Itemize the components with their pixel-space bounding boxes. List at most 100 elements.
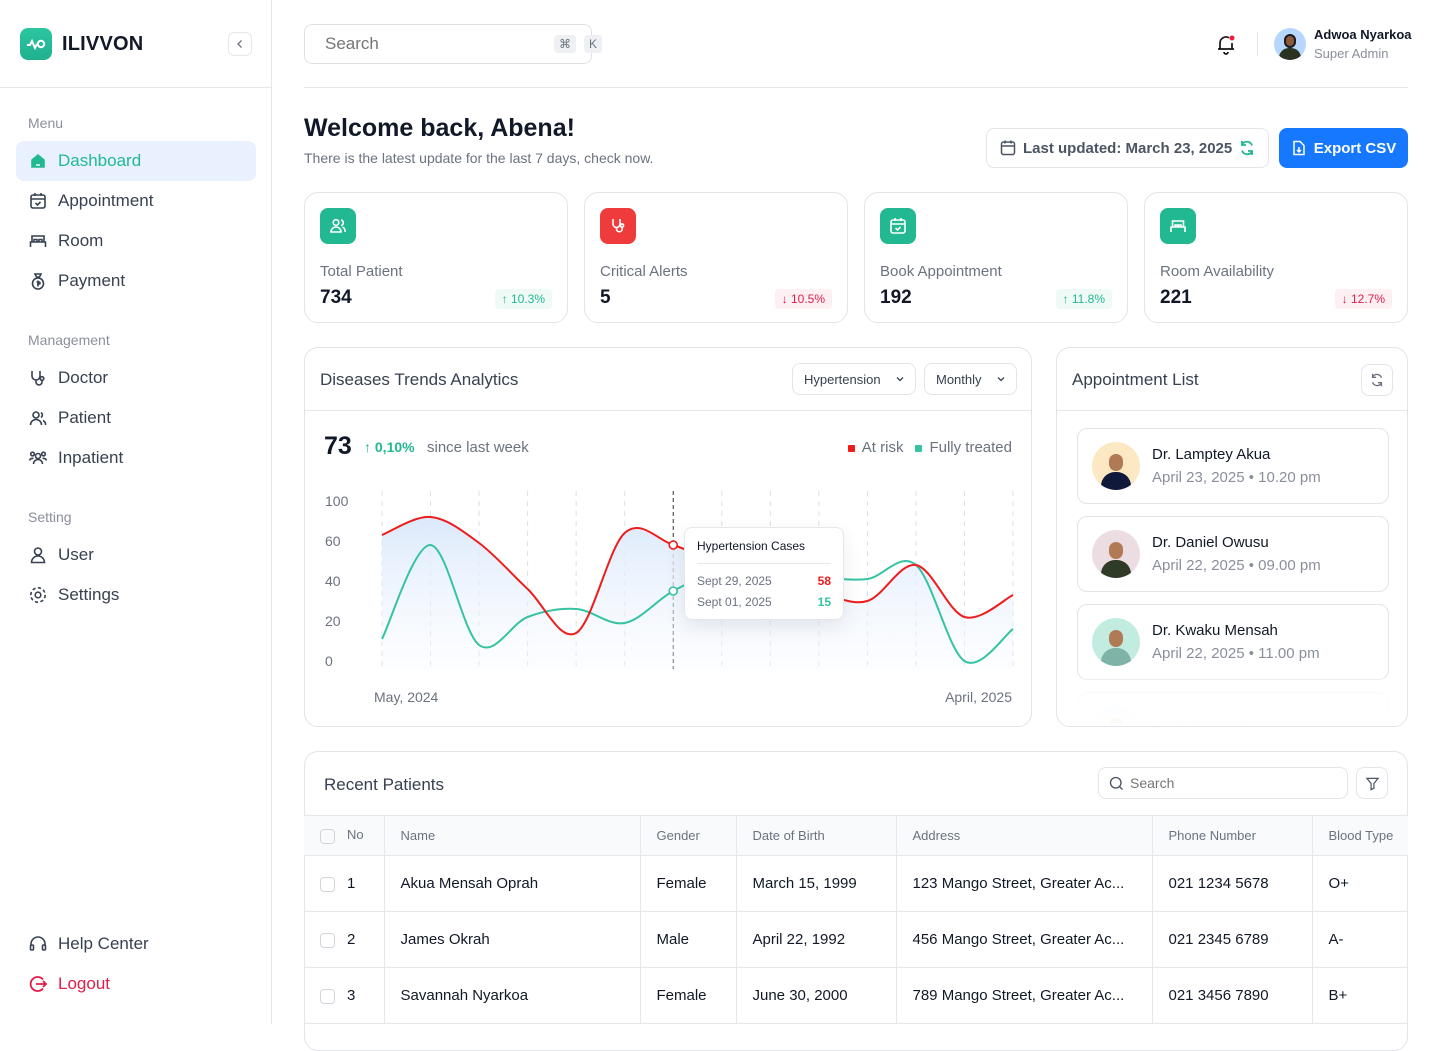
sidebar-item-appointment[interactable]: Appointment — [16, 181, 256, 221]
user-avatar[interactable] — [1274, 28, 1306, 60]
y-tick-label: 100 — [325, 493, 349, 509]
home-icon — [28, 151, 48, 171]
search-icon — [1109, 776, 1123, 790]
doctor-avatar — [1092, 618, 1140, 666]
table-cell: June 30, 2000 — [735, 967, 896, 1024]
sidebar-item-label: Patient — [58, 408, 111, 427]
doctor-avatar — [1092, 530, 1140, 578]
sidebar-item-room[interactable]: Room — [16, 221, 256, 261]
sidebar-item-doctor[interactable]: Doctor — [16, 358, 256, 398]
sidebar-item-inpatient[interactable]: Inpatient — [16, 438, 256, 478]
column-header: Blood Type — [1311, 815, 1408, 856]
trend-value: 73 — [324, 432, 352, 460]
stat-value: 734 — [320, 287, 352, 308]
table-cell: 021 2345 6789 — [1151, 911, 1312, 968]
export-csv-button[interactable]: Export CSV — [1279, 128, 1408, 168]
sidebar-item-dashboard[interactable]: Dashboard — [16, 141, 256, 181]
users-icon — [320, 208, 356, 244]
sidebar-item-label: Inpatient — [58, 448, 124, 467]
trend-change: ↑ 0,10% — [364, 439, 415, 455]
column-header: Name — [383, 815, 640, 856]
patient-search-input[interactable] — [1130, 775, 1330, 791]
table-cell: O+ — [1311, 855, 1408, 912]
brand-name: ILIVVON — [62, 32, 144, 55]
sidebar-item-settings[interactable]: Settings — [16, 575, 256, 615]
appointment-time: April 22, 2025 • 11.00 pm — [1152, 645, 1320, 662]
refresh-icon — [1241, 140, 1254, 156]
column-header[interactable]: No — [304, 815, 384, 856]
period-filter-dropdown[interactable]: Monthly — [924, 363, 1017, 395]
stat-label: Room Availability — [1160, 263, 1274, 280]
trend-since: since last week — [427, 439, 529, 456]
doctor-name: Dr. Kwaku Mensah — [1152, 622, 1278, 639]
trend-chart: 100 60 40 20 0 — [325, 491, 1014, 669]
global-search[interactable]: ⌘ K — [304, 24, 603, 64]
bed-icon — [1160, 208, 1196, 244]
stat-card-room-availability[interactable]: Room Availability 221 ↓ 12.7% — [1144, 192, 1408, 323]
appointment-item[interactable]: Dr. Daniel Owusu April 22, 2025 • 09.00 p… — [1077, 516, 1389, 592]
appointment-item[interactable]: Dr. Lamptey Akua April 23, 2025 • 10.20 p… — [1077, 428, 1389, 504]
refresh-appointments-button[interactable] — [1361, 364, 1393, 396]
table-cell: 123 Mango Street, Greater Ac... — [895, 855, 1152, 912]
table-cell: Male — [639, 911, 736, 968]
stat-card-book-appointment[interactable]: Book Appointment 192 ↑ 11.8% — [864, 192, 1128, 323]
stat-card-total-patient[interactable]: Total Patient 734 ↑ 10.3% — [304, 192, 568, 323]
card-title: Appointment List — [1072, 370, 1199, 389]
stethoscope-icon — [28, 368, 48, 388]
sidebar-item-label: Logout — [58, 974, 110, 993]
money-bag-icon — [28, 271, 48, 291]
divider — [0, 87, 272, 88]
bed-icon — [28, 231, 48, 251]
table-row[interactable]: 3 Savannah Nyarkoa Female June 30, 2000 789 … — [304, 967, 1408, 1024]
last-updated-button[interactable]: Last updated: March 23, 2025 — [986, 128, 1269, 168]
table-row[interactable]: 1 Akua Mensah Oprah Female March 15, 1999 12… — [304, 855, 1408, 912]
row-checkbox[interactable] — [320, 988, 335, 1004]
notification-button[interactable] — [1214, 32, 1238, 56]
sidebar-item-label: Payment — [58, 271, 126, 290]
page-subtitle: There is the latest update for the last … — [304, 150, 654, 166]
hover-point — [668, 586, 679, 596]
divider — [1257, 32, 1258, 56]
appointment-time: April 23, 2025 • 10.20 pm — [1152, 469, 1321, 486]
stat-label: Total Patient — [320, 263, 403, 280]
table-cell: 3 — [304, 967, 384, 1024]
headset-icon — [28, 934, 48, 954]
table-cell: 1 — [304, 855, 384, 912]
search-input[interactable] — [325, 34, 546, 54]
stat-label: Critical Alerts — [600, 263, 688, 280]
x-end-label: April, 2025 — [945, 689, 1012, 705]
select-all-checkbox[interactable] — [320, 828, 335, 844]
disease-filter-dropdown[interactable]: Hypertension — [792, 363, 916, 395]
doctor-avatar — [1092, 442, 1140, 490]
calendar-icon — [28, 191, 48, 211]
logo-icon — [20, 28, 52, 60]
chevron-down-icon — [896, 377, 904, 382]
sidebar-item-patient[interactable]: Patient — [16, 398, 256, 438]
table-row[interactable]: 2 James Okrah Male April 22, 1992 456 Mango … — [304, 911, 1408, 968]
logo[interactable]: ILIVVON — [20, 28, 143, 60]
row-checkbox[interactable] — [320, 876, 335, 892]
collapse-sidebar-button[interactable] — [228, 32, 252, 56]
appointment-item[interactable]: Dr. Kwaku Mensah April 22, 2025 • 11.00 p… — [1077, 604, 1389, 680]
patient-search[interactable] — [1098, 767, 1348, 799]
filter-button[interactable] — [1356, 767, 1388, 799]
last-updated-text: Last updated: March 23, 2025 — [1023, 139, 1233, 157]
sidebar-item-user[interactable]: User — [16, 535, 256, 575]
y-tick-label: 40 — [325, 573, 341, 589]
disease-trends-card: Diseases Trends Analytics Hypertension M… — [304, 347, 1032, 727]
sidebar-item-logout[interactable]: Logout — [16, 964, 256, 1004]
stat-change: ↓ 12.7% — [1334, 289, 1392, 309]
divider — [1057, 410, 1407, 411]
group-icon — [28, 448, 48, 468]
calendar-icon — [1000, 140, 1016, 156]
doctor-name: Dr. Daniel Owusu — [1152, 534, 1269, 551]
sidebar-item-payment[interactable]: Payment — [16, 261, 256, 301]
stat-card-critical-alerts[interactable]: Critical Alerts 5 ↓ 10.5% — [584, 192, 848, 323]
sidebar-item-help-center[interactable]: Help Center — [16, 924, 256, 964]
table-cell: Akua Mensah Oprah — [383, 855, 640, 912]
tooltip-title: Hypertension Cases — [697, 539, 831, 564]
logout-icon — [28, 974, 48, 994]
stat-value: 192 — [880, 287, 912, 308]
x-start-label: May, 2024 — [374, 689, 439, 705]
row-checkbox[interactable] — [320, 932, 335, 948]
